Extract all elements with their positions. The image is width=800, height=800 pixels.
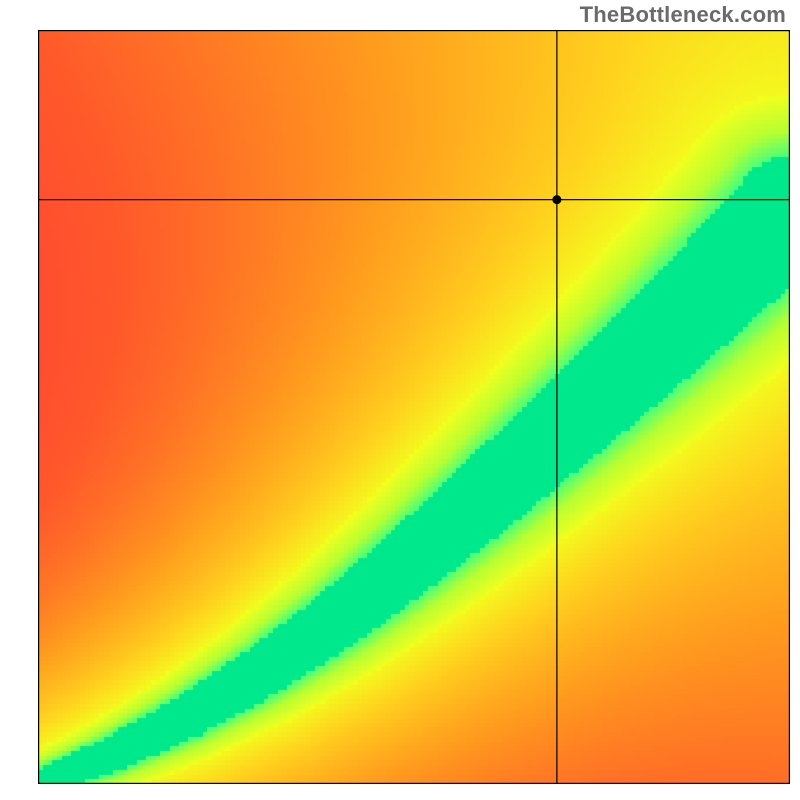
watermark-text: TheBottleneck.com — [580, 2, 786, 28]
heatmap-canvas — [38, 30, 790, 784]
bottleneck-heatmap — [38, 30, 790, 784]
page-root: TheBottleneck.com — [0, 0, 800, 800]
